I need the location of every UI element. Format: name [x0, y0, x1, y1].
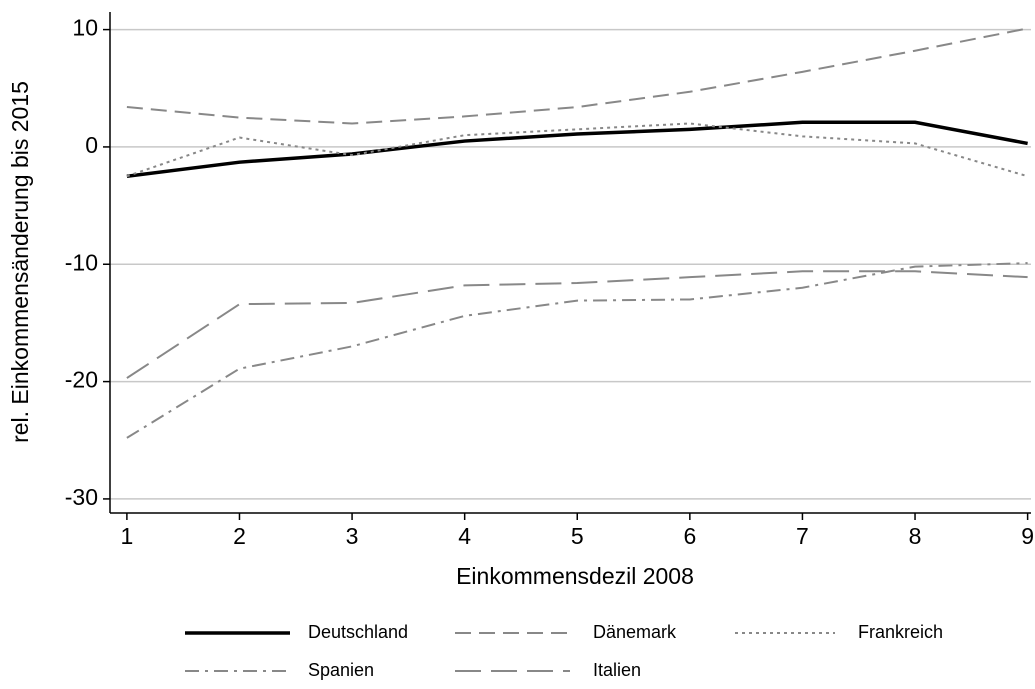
line-series [126, 122, 1028, 178]
y-tick-label: -20 [65, 367, 98, 393]
legend-label: Frankreich [858, 622, 943, 642]
y-tick-label: -30 [65, 484, 98, 510]
y-tick-label: -10 [65, 249, 98, 275]
legend-label: Italien [593, 660, 641, 680]
x-axis-title: Einkommensdezil 2008 [456, 563, 694, 589]
legend-label: Spanien [308, 660, 374, 680]
line-series [126, 270, 1028, 379]
x-tick-label: 4 [458, 523, 471, 549]
line-series [126, 27, 1028, 125]
x-tick-label: 9 [1021, 523, 1034, 549]
x-tick-label: 6 [683, 523, 696, 549]
legend-label: Deutschland [308, 622, 408, 642]
y-tick-label: 10 [72, 15, 98, 41]
x-tick-label: 5 [571, 523, 584, 549]
x-tick-label: 2 [233, 523, 246, 549]
legend-label: Dänemark [593, 622, 677, 642]
line-series [126, 120, 1028, 178]
line-series [126, 262, 1028, 439]
x-tick-label: 8 [909, 523, 922, 549]
x-tick-label: 7 [796, 523, 809, 549]
y-axis-title: rel. Einkommensänderung bis 2015 [7, 81, 33, 443]
x-tick-label: 1 [120, 523, 133, 549]
y-tick-label: 0 [85, 132, 98, 158]
x-tick-label: 3 [346, 523, 359, 549]
